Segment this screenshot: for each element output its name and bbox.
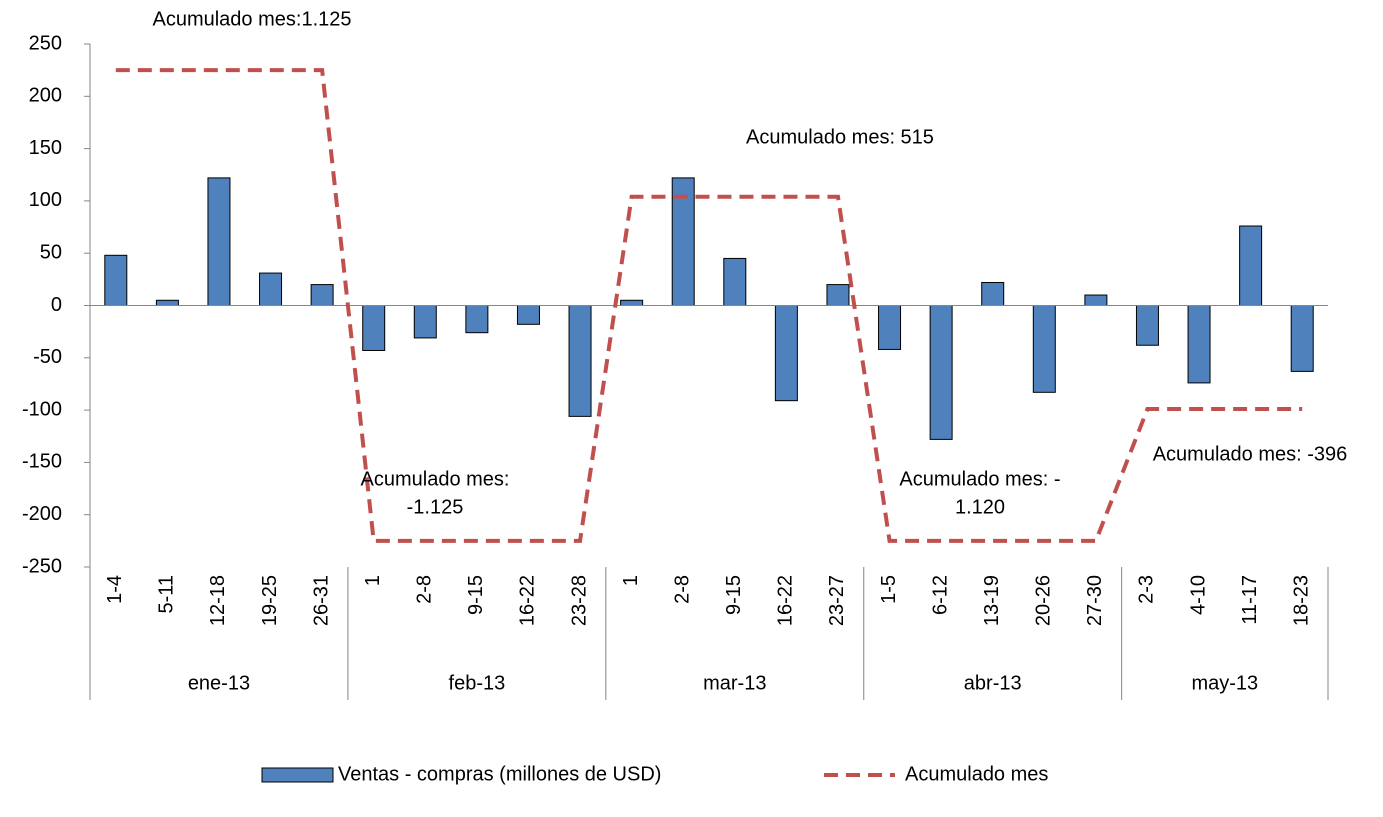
x-tick-label: 1-5 (878, 575, 900, 604)
annotation: 1.120 (955, 496, 1005, 518)
group-label: ene-13 (188, 672, 250, 694)
annotation: Acumulado mes: (361, 468, 510, 490)
bar (362, 305, 386, 351)
bar (259, 272, 283, 307)
bar (1032, 305, 1056, 393)
bar (568, 305, 592, 417)
y-tick-label: -200 (22, 503, 62, 525)
bar (723, 257, 747, 306)
bar (878, 305, 902, 350)
x-tick-label: 16-22 (775, 575, 797, 626)
y-tick-label: -50 (33, 346, 62, 368)
x-tick-label: 23-28 (568, 575, 590, 626)
x-tick-label: 1-4 (104, 575, 126, 604)
x-tick-label: 12-18 (207, 575, 229, 626)
bar (465, 305, 489, 334)
y-tick-label: 50 (40, 241, 62, 263)
y-tick-label: -100 (22, 398, 62, 420)
x-tick-label: 20-26 (1033, 575, 1055, 626)
annotation: Acumulado mes: -396 (1153, 443, 1348, 465)
y-tick-label: -250 (22, 555, 62, 577)
x-tick-label: 11-17 (1239, 575, 1261, 625)
x-tick-label: 23-27 (826, 575, 848, 626)
group-label: abr-13 (964, 672, 1022, 694)
legend-swatch (261, 767, 334, 783)
bar (1239, 225, 1263, 306)
bar (207, 177, 231, 306)
x-tick-label: 27-30 (1084, 575, 1106, 626)
y-tick-label: 250 (29, 32, 62, 54)
x-tick-label: 9-15 (465, 575, 487, 615)
x-tick-label: 1 (362, 575, 384, 586)
y-tick-label: 100 (29, 189, 62, 211)
legend-label: Ventas - compras (millones de USD) (338, 763, 661, 785)
x-tick-label: 4-10 (1187, 575, 1209, 615)
x-tick-label: 26-31 (310, 575, 332, 626)
annotation: Acumulado mes: - (899, 468, 1060, 490)
annotation: Acumulado mes:1.125 (152, 8, 351, 30)
x-tick-label: 13-19 (981, 575, 1003, 626)
group-label: feb-13 (449, 672, 506, 694)
bar (1135, 305, 1159, 346)
x-tick-label: 2-8 (414, 575, 436, 604)
x-tick-label: 2-3 (1136, 575, 1158, 604)
annotation: Acumulado mes: 515 (746, 126, 934, 148)
x-tick-label: 16-22 (517, 575, 539, 626)
y-tick-label: 150 (29, 137, 62, 159)
annotation: -1.125 (407, 496, 464, 518)
legend-label: Acumulado mes (905, 763, 1048, 785)
bar (413, 305, 437, 339)
bar (929, 305, 953, 440)
bar (826, 284, 850, 306)
group-label: may-13 (1191, 672, 1258, 694)
y-tick-label: -150 (22, 451, 62, 473)
x-tick-label: 19-25 (259, 575, 281, 626)
x-tick-label: 18-23 (1290, 575, 1312, 626)
bar (1187, 305, 1211, 384)
x-tick-label: 1 (620, 575, 642, 586)
x-tick-label: 6-12 (929, 575, 951, 615)
bar (104, 254, 128, 307)
line (115, 68, 1303, 543)
y-tick-label: 200 (29, 85, 62, 107)
bar (1290, 305, 1314, 372)
bar (774, 305, 798, 402)
bar (1084, 294, 1108, 307)
x-tick-label: 9-15 (723, 575, 745, 615)
bar (981, 281, 1005, 307)
x-tick-label: 2-8 (671, 575, 693, 604)
group-label: mar-13 (703, 672, 766, 694)
x-tick-label: 5-11 (156, 575, 178, 614)
bar (155, 299, 179, 306)
bar (310, 284, 334, 306)
bar (516, 305, 540, 325)
y-tick-label: 0 (51, 294, 62, 316)
bar (620, 299, 644, 306)
